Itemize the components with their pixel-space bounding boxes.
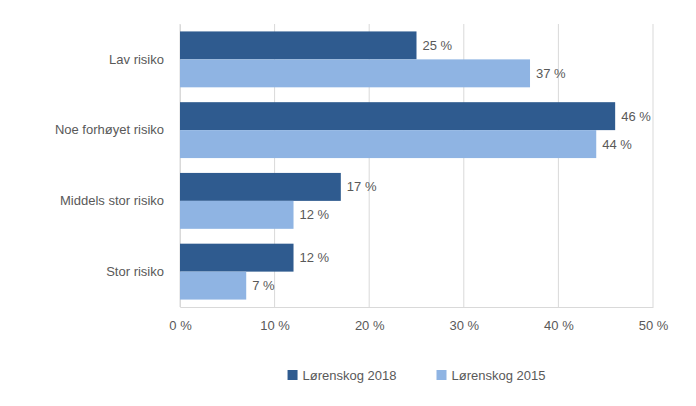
plot-area: 0 % 10 % 20 % 30 % 40 % 50 % Lav risiko Noe for… — [55, 24, 669, 333]
legend-swatch — [288, 370, 298, 380]
y-axis: Lav risiko Noe forhøyet risiko Middels sto… — [55, 25, 181, 308]
bar — [180, 59, 530, 87]
x-tick: 10 % — [260, 307, 290, 333]
x-tick-label: 0 % — [169, 318, 192, 333]
data-label: 44 % — [602, 137, 632, 152]
data-label: 12 % — [300, 207, 330, 222]
data-label: 46 % — [621, 109, 651, 124]
data-labels: 25 % 46 % 17 % 12 % 37 % 44 % 12 % 7 % — [252, 38, 651, 293]
y-tick-label: Stor risiko — [106, 264, 164, 279]
bars — [180, 31, 615, 299]
chart: 0 % 10 % 20 % 30 % 40 % 50 % Lav risiko Noe for… — [0, 0, 696, 406]
bar — [180, 102, 615, 130]
x-tick: 0 % — [169, 307, 192, 333]
data-label: 37 % — [536, 66, 566, 81]
legend-swatch — [437, 370, 447, 380]
bar — [180, 31, 417, 59]
x-tick-label: 10 % — [260, 318, 290, 333]
x-tick: 20 % — [355, 307, 385, 333]
bar — [180, 173, 341, 201]
y-tick: Lav risiko — [109, 52, 180, 67]
bar — [180, 201, 294, 229]
data-label: 17 % — [347, 179, 377, 194]
y-tick: Middels stor risiko — [60, 193, 180, 208]
bar — [180, 130, 596, 158]
legend: Lørenskog 2018 Lørenskog 2015 — [288, 368, 546, 383]
x-tick-label: 30 % — [449, 318, 479, 333]
x-tick-label: 20 % — [355, 318, 385, 333]
x-tick: 40 % — [544, 307, 574, 333]
legend-item: Lørenskog 2015 — [437, 368, 546, 383]
bar — [180, 272, 246, 300]
y-tick: Stor risiko — [106, 264, 180, 279]
x-tick-label: 40 % — [544, 318, 574, 333]
grid — [180, 24, 653, 307]
y-tick-label: Middels stor risiko — [60, 193, 164, 208]
y-tick: Noe forhøyet risiko — [55, 122, 180, 137]
y-tick-label: Noe forhøyet risiko — [55, 122, 164, 137]
legend-item: Lørenskog 2018 — [288, 368, 397, 383]
bar — [180, 244, 294, 272]
data-label: 12 % — [300, 250, 330, 265]
x-tick-label: 50 % — [639, 318, 669, 333]
y-tick-label: Lav risiko — [109, 52, 164, 67]
legend-label: Lørenskog 2018 — [303, 368, 397, 383]
grid-line — [653, 24, 654, 307]
x-tick: 30 % — [449, 307, 479, 333]
x-axis-line — [181, 307, 654, 308]
data-label: 25 % — [423, 38, 453, 53]
legend-label: Lørenskog 2015 — [452, 368, 546, 383]
x-tick: 50 % — [639, 307, 669, 333]
x-axis: 0 % 10 % 20 % 30 % 40 % 50 % — [169, 307, 668, 333]
data-label: 7 % — [252, 278, 275, 293]
